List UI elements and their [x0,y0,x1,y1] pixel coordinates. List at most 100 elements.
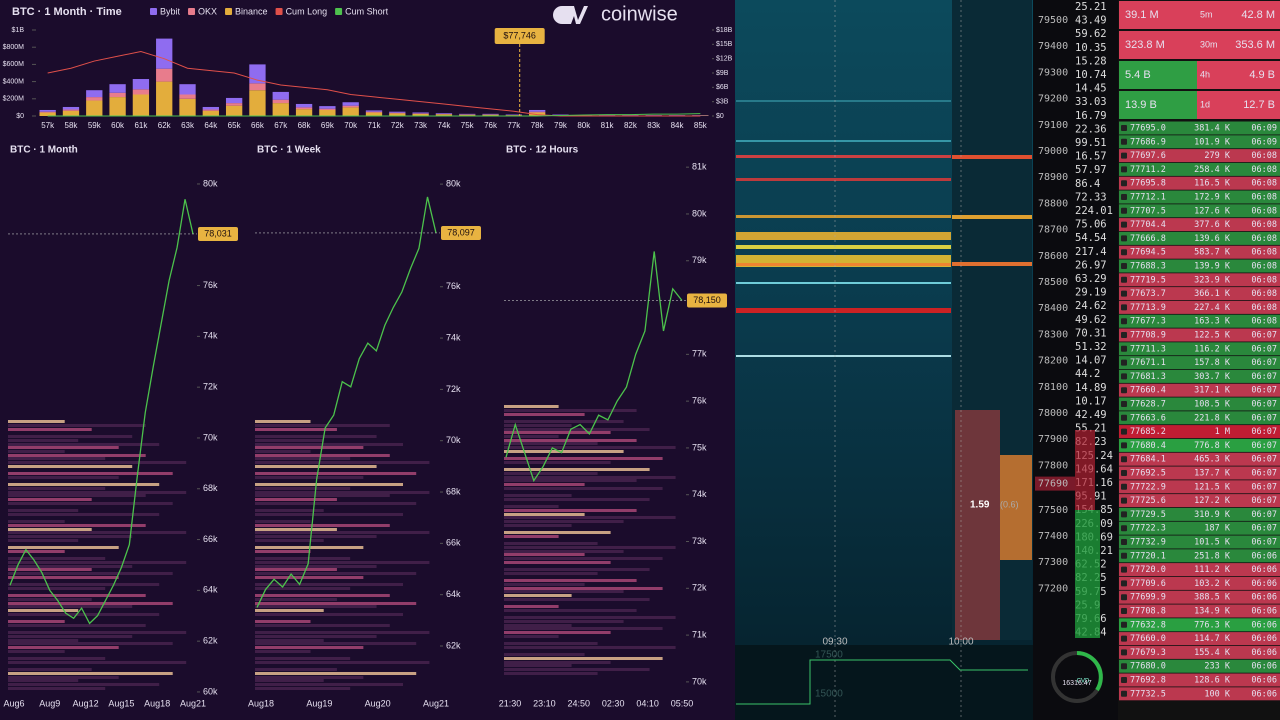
x-tick-label: 71k [368,121,382,130]
trade-row [1119,287,1280,301]
price-axis-label: 78200 [1038,356,1068,367]
trade-time: 06:07 [1251,427,1277,437]
heatmap-cluster [1000,455,1032,560]
heat-band [504,616,676,619]
trade-price: 77684.1 [1130,455,1166,465]
heat-band [8,620,65,623]
size-label: 26.97 [1075,259,1107,271]
heat-band [255,457,351,460]
trade-price: 77692.8 [1130,676,1166,686]
bar [319,106,336,109]
heat-band [255,668,337,671]
heat-band [504,594,572,597]
heat-band [8,676,119,679]
trade-price: 77685.2 [1130,427,1166,437]
heat-band [255,642,417,645]
bar [86,100,103,116]
time-label: 10:00 [948,637,973,648]
bar [62,110,80,116]
cum-line [47,113,701,117]
y-tick-label: $0 [16,113,24,120]
y-tick-label: 79k [692,255,707,265]
bar [412,113,429,116]
heat-band [504,583,585,586]
heat-band [504,513,585,516]
stat-right-value: 4.9 B [1249,69,1275,81]
trade-row [1119,356,1280,370]
size-label: 57.97 [1075,164,1107,176]
bar [435,114,453,116]
heat-band [504,487,663,490]
panel-title: BTC · 1 Week [257,145,321,156]
panel-title: BTC · 12 Hours [506,145,579,156]
bar [365,110,383,112]
heat-band [504,587,663,590]
exchange-icon [1121,539,1127,545]
size-label: 86.4 [1075,178,1100,190]
price-line [9,199,194,625]
exchange-icon [1121,690,1127,697]
heat-band [255,679,324,682]
heat-band [8,443,160,446]
heat-band [504,642,598,645]
size-label: 14.89 [1075,382,1107,394]
price-axis-label: 78300 [1038,329,1068,340]
heat-band [255,583,403,586]
trade-size: 776.3 K [1194,620,1231,630]
exchange-icon [1121,525,1127,532]
heat-band [255,594,390,597]
trade-price: 77708.9 [1130,331,1166,341]
size-label: 14.07 [1075,355,1107,367]
heat-band [504,609,637,612]
trade-time: 06:07 [1251,538,1277,548]
heat-band [255,520,311,523]
heat-band [8,454,146,457]
heat-band [504,546,676,549]
trade-price: 77712.1 [1130,193,1166,203]
bar [272,99,289,104]
x-tick-label: 60k [111,121,125,130]
price-box [198,226,238,241]
trade-price: 77707.5 [1130,206,1166,216]
price-axis-label: 78100 [1038,382,1068,393]
trade-row [1119,563,1280,577]
bar [435,113,453,114]
trade-time: 06:08 [1251,220,1277,230]
trade-time: 06:06 [1251,648,1277,658]
heat-band [255,424,390,427]
trade-row [1119,273,1280,287]
heat-band [504,631,611,634]
heatmap-band [736,245,951,249]
bar [179,84,196,95]
x-tick-label: 80k [577,121,591,130]
heat-band [504,657,663,660]
heat-band [8,583,160,586]
trade-row [1119,300,1280,314]
trade-price: 77666.8 [1130,234,1166,244]
current-price-box [1035,476,1075,491]
stat-right [1197,31,1280,59]
trade-size: 111.2 K [1194,565,1231,575]
exchange-icon [1121,414,1127,421]
heat-band [8,594,146,597]
trade-time: 06:07 [1251,344,1277,354]
bar [86,97,103,101]
price-axis-label: 79000 [1038,146,1068,157]
bar [529,109,546,112]
trade-time: 06:06 [1251,676,1277,686]
price-box [687,293,727,308]
heat-band [8,598,92,601]
size-label: 99.51 [1075,137,1107,149]
size-label: 224.01 [1075,205,1113,217]
exchange-icon [1121,483,1127,490]
legend-swatch [275,8,283,15]
heat-band [504,494,572,497]
x-tick-label: 02:30 [602,698,625,708]
exchange-icon [1121,621,1127,628]
trade-row [1119,328,1280,342]
exchange-icon [1121,304,1127,311]
marker-value: 1.59 [970,500,990,511]
bar [365,111,383,113]
heat-band [255,509,324,512]
y-tick-label: 80k [203,178,218,188]
